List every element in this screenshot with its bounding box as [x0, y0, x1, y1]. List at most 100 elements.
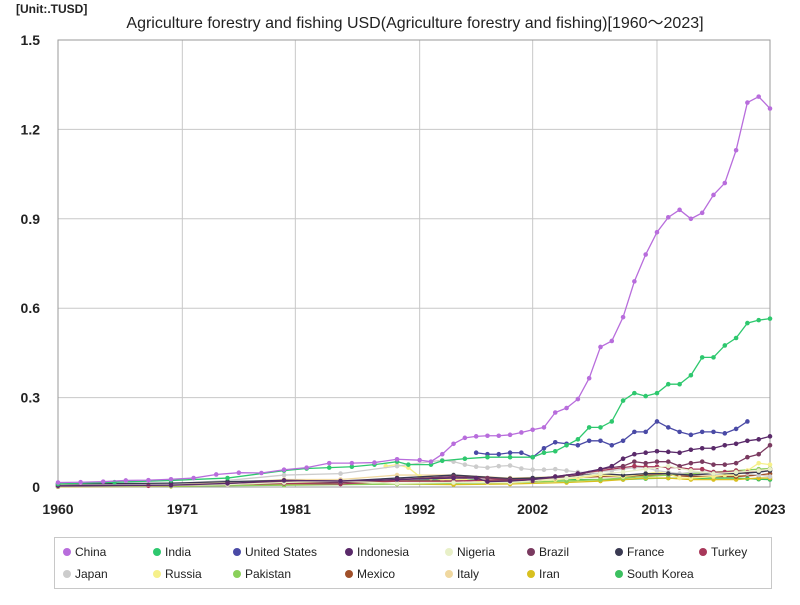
data-point — [225, 481, 230, 486]
data-point — [496, 433, 502, 439]
data-point — [507, 463, 513, 468]
data-point — [507, 478, 513, 484]
legend-marker — [527, 570, 535, 578]
data-point — [281, 478, 287, 483]
legend-marker — [233, 548, 241, 556]
data-point — [168, 482, 174, 488]
data-point — [654, 448, 660, 454]
data-point — [406, 462, 411, 467]
data-point — [326, 465, 332, 470]
data-point — [632, 279, 637, 284]
data-point — [643, 450, 648, 456]
plot-frame — [57, 39, 771, 488]
data-point — [552, 410, 558, 415]
data-point — [168, 476, 174, 482]
x-tick-label: 2013 — [641, 501, 672, 517]
data-point — [123, 478, 129, 483]
data-point — [146, 477, 151, 483]
data-point — [733, 469, 739, 475]
data-point — [564, 468, 569, 473]
x-tick-label: 1960 — [42, 501, 73, 517]
legend-label: China — [75, 545, 107, 559]
legend-item[interactable]: Brazil — [527, 543, 569, 561]
data-point — [281, 472, 287, 478]
data-point — [722, 462, 728, 467]
y-tick-label: 0.9 — [21, 211, 41, 227]
legend-item[interactable]: Pakistan — [233, 565, 291, 583]
data-point — [55, 480, 61, 485]
data-point — [530, 477, 535, 482]
data-point — [665, 425, 671, 430]
data-point — [552, 466, 558, 472]
data-point — [677, 475, 682, 481]
legend-item[interactable]: Iran — [527, 565, 560, 583]
legend-label: India — [165, 545, 192, 559]
legend-item[interactable]: India — [153, 543, 191, 561]
legend-item[interactable]: Mexico — [345, 565, 395, 583]
data-point — [632, 390, 637, 396]
legend-item[interactable]: China — [63, 543, 106, 561]
data-point — [688, 372, 694, 378]
data-point — [496, 463, 502, 469]
data-point — [530, 427, 535, 433]
data-point — [598, 344, 603, 350]
data-point — [665, 459, 671, 464]
data-point — [304, 465, 309, 470]
data-point — [473, 475, 479, 481]
legend-label: Pakistan — [245, 567, 292, 581]
data-point — [259, 470, 264, 476]
legend-label: Japan — [75, 567, 108, 581]
data-point — [688, 447, 694, 453]
legend-marker — [345, 570, 353, 578]
legend-item[interactable]: Japan — [63, 565, 108, 583]
data-point — [733, 426, 739, 432]
chart-title: Agriculture forestry and fishing USD(Agr… — [126, 15, 703, 32]
data-point — [541, 425, 547, 430]
data-point — [462, 435, 468, 441]
data-point — [530, 467, 535, 473]
data-point — [699, 466, 705, 472]
data-point — [722, 180, 728, 186]
legend-label: United States — [245, 545, 318, 559]
series-line — [57, 465, 771, 487]
legend-item[interactable]: Italy — [445, 565, 479, 583]
legend-item[interactable]: South Korea — [615, 565, 694, 583]
legend-marker — [615, 548, 623, 556]
legend-item[interactable]: Russia — [153, 565, 202, 583]
y-tick-label: 1.5 — [21, 32, 41, 48]
data-point — [485, 465, 490, 470]
series-china — [55, 94, 773, 485]
data-point — [372, 460, 377, 465]
legend-label: Nigeria — [457, 545, 496, 559]
data-point — [745, 438, 750, 444]
data-point — [552, 474, 558, 479]
data-point — [78, 479, 83, 485]
data-point — [598, 438, 603, 444]
data-point — [598, 477, 603, 482]
data-point — [598, 466, 603, 472]
legend-label: Russia — [165, 567, 202, 581]
data-point — [767, 462, 773, 467]
data-point — [745, 454, 750, 460]
data-point — [564, 475, 569, 481]
data-point — [665, 381, 671, 387]
data-point — [394, 481, 400, 486]
data-point — [507, 450, 513, 456]
data-point — [100, 479, 106, 484]
legend-item[interactable]: Turkey — [699, 543, 747, 561]
legend-item[interactable]: United States — [233, 543, 317, 561]
data-point — [711, 462, 716, 467]
data-point — [733, 335, 739, 341]
data-point — [485, 475, 490, 481]
legend-item[interactable]: Indonesia — [345, 543, 409, 561]
legend-item[interactable]: France — [615, 543, 664, 561]
data-point — [417, 457, 422, 463]
data-point — [756, 460, 761, 466]
data-point — [767, 106, 773, 111]
data-point — [620, 456, 626, 461]
data-point — [598, 425, 603, 430]
legend-marker — [445, 548, 453, 556]
legend-item[interactable]: Nigeria — [445, 543, 495, 561]
data-point — [677, 381, 682, 387]
data-point — [745, 320, 750, 326]
